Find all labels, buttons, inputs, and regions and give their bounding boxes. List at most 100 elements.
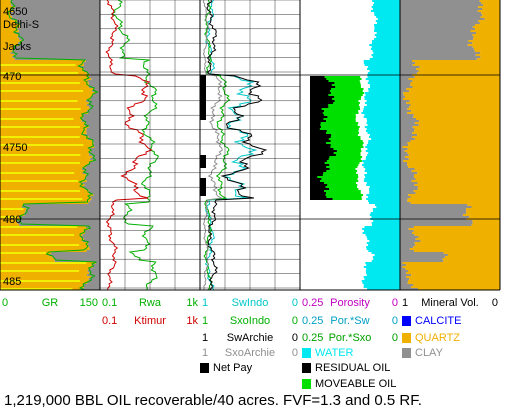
water-fill: [369, 84, 400, 86]
clay-fill: [86, 128, 100, 130]
moveable-oil: [310, 102, 360, 104]
residual-oil: [310, 88, 332, 90]
clay-fill: [400, 78, 409, 80]
water-fill: [364, 64, 400, 66]
water-fill: [365, 94, 400, 96]
residual-oil: [310, 116, 328, 118]
quartz-fill: [413, 176, 500, 178]
water-fill: [361, 280, 400, 282]
quartz-fill: [0, 14, 11, 16]
quartz-fill: [0, 160, 93, 162]
clay-fill: [400, 104, 411, 106]
water-fill: [376, 36, 400, 38]
depth-label: Delhi-S: [3, 19, 39, 31]
quartz-fill: [414, 138, 500, 140]
quartz-fill: [0, 112, 88, 114]
sand-stripe: [0, 162, 80, 164]
water-fill: [364, 92, 400, 94]
clay-fill: [400, 38, 474, 40]
quartz-fill: [410, 82, 500, 84]
scale-left: 0.25: [302, 297, 323, 309]
quartz-fill: [0, 166, 86, 168]
quartz-fill: [0, 98, 91, 100]
quartz-fill: [0, 282, 88, 284]
residual-oil: [310, 76, 325, 78]
clay-fill: [400, 208, 467, 210]
clay-fill: [400, 242, 415, 244]
quartz-fill: [0, 176, 87, 178]
clay-fill: [88, 162, 100, 164]
residual-oil: [310, 130, 327, 132]
quartz-fill: [0, 80, 88, 82]
water-fill: [364, 178, 400, 180]
water-fill: [373, 52, 400, 54]
moveable-oil: [310, 78, 362, 80]
quartz-fill: [442, 258, 500, 260]
clay-fill: [52, 256, 100, 258]
clay-fill: [400, 280, 408, 282]
clay-fill: [16, 22, 101, 24]
water-fill: [373, 220, 400, 222]
water-fill: [371, 224, 400, 226]
clay-fill: [400, 22, 480, 24]
clay-fill: [17, 222, 100, 224]
clay-fill: [400, 76, 415, 78]
clay-fill: [400, 214, 463, 216]
clay-fill: [400, 158, 409, 160]
water-fill: [376, 16, 400, 18]
clay-fill: [83, 286, 100, 288]
clay-fill: [84, 124, 100, 126]
water-fill: [363, 116, 400, 118]
clay-fill: [82, 240, 100, 242]
clay-fill: [10, 14, 100, 16]
quartz-fill: [0, 236, 81, 238]
quartz-fill: [462, 214, 500, 216]
sand-stripe: [0, 190, 81, 192]
moveable-oil: [310, 94, 363, 96]
depth-label: 485: [3, 276, 21, 288]
clay-fill: [85, 166, 100, 168]
quartz-fill: [409, 248, 500, 250]
water-fill: [370, 10, 400, 12]
clay-fill: [85, 60, 100, 62]
quartz-fill: [0, 274, 88, 276]
quartz-fill: [0, 12, 11, 14]
clay-fill: [400, 288, 418, 290]
quartz-fill: [413, 226, 500, 228]
clay-fill: [400, 118, 416, 120]
sand-stripe: [0, 198, 83, 200]
scale-left: 0.25: [302, 332, 323, 344]
residual-oil: [310, 80, 329, 82]
quartz-fill: [405, 268, 500, 270]
moveable-oil: [310, 144, 363, 146]
residual-oil: [310, 178, 322, 180]
clay-fill: [400, 134, 418, 136]
quartz-fill: [0, 258, 55, 260]
quartz-fill: [414, 242, 500, 244]
scale-right: 0: [292, 297, 298, 309]
quartz-fill: [0, 34, 19, 36]
clay-fill: [400, 176, 414, 178]
water-fill: [365, 78, 400, 80]
quartz-fill: [0, 20, 17, 22]
water-fill: [367, 238, 400, 240]
clay-fill: [89, 268, 100, 270]
clay-fill: [400, 184, 415, 186]
quartz-fill: [0, 264, 93, 266]
scale-right: 1k: [186, 297, 198, 309]
water-fill: [361, 164, 400, 166]
quartz-fill: [443, 252, 500, 254]
quartz-fill: [0, 158, 91, 160]
quartz-fill: [0, 206, 22, 208]
residual-oil: [310, 138, 329, 140]
quartz-fill: [468, 40, 500, 42]
water-fill: [371, 252, 400, 254]
clay-fill: [89, 272, 100, 274]
clay-fill: [400, 44, 468, 46]
clay-fill: [82, 182, 100, 184]
residual-oil: [310, 158, 329, 160]
clay-fill: [400, 254, 448, 256]
quartz-fill: [407, 200, 500, 202]
sxoindo-curve: [203, 0, 231, 291]
clay-fill: [400, 226, 414, 228]
